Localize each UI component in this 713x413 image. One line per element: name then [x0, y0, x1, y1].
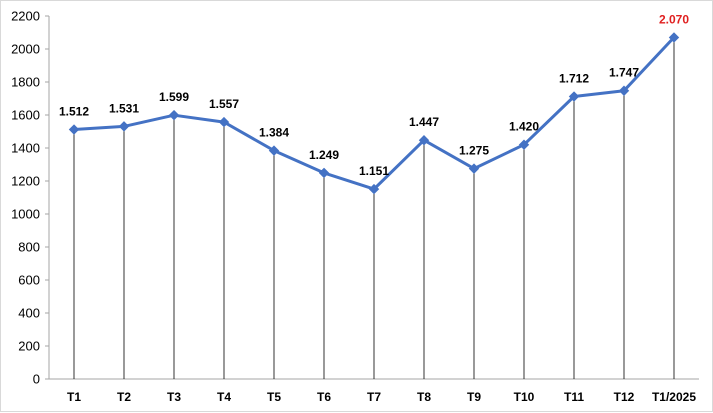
data-label: 1.747 [609, 66, 639, 80]
y-tick-label: 1400 [11, 141, 40, 156]
data-point-marker [668, 32, 680, 43]
x-tick-label: T3 [167, 390, 181, 404]
data-point-marker [318, 167, 330, 179]
x-tick-label: T5 [267, 390, 281, 404]
x-tick-label: T7 [367, 390, 381, 404]
y-tick-label: 1800 [11, 75, 40, 90]
data-label: 1.557 [209, 97, 239, 111]
data-label: 1.512 [59, 105, 89, 119]
data-point-marker [168, 109, 180, 121]
data-point-marker [518, 139, 530, 150]
x-tick-label: T1 [67, 390, 81, 404]
x-tick-label: T9 [467, 390, 481, 404]
data-point-marker [218, 116, 230, 128]
y-tick-label: 0 [33, 372, 40, 387]
data-label: 1.249 [309, 148, 339, 162]
x-tick-label: T6 [317, 390, 331, 404]
data-label: 1.151 [359, 164, 389, 178]
y-tick-label: 1200 [11, 174, 40, 189]
data-label: 1.384 [259, 126, 289, 140]
data-point-marker [368, 183, 380, 195]
data-point-marker [468, 163, 480, 174]
data-point-marker [118, 121, 130, 132]
data-label: 1.712 [559, 72, 589, 86]
data-label: 1.275 [459, 144, 489, 158]
data-point-marker [268, 145, 280, 156]
data-label: 1.420 [509, 120, 539, 134]
x-tick-label: T1/2025 [652, 390, 696, 404]
y-tick-label: 1000 [11, 207, 40, 222]
data-label-highlight: 2.070 [659, 12, 689, 26]
y-tick-label: 600 [18, 273, 40, 288]
x-tick-label: T11 [564, 390, 584, 404]
x-tick-label: T2 [117, 390, 131, 404]
data-label: 1.447 [409, 115, 439, 129]
x-tick-label: T12 [614, 390, 635, 404]
y-tick-label: 2200 [11, 9, 40, 24]
data-point-marker [68, 124, 80, 135]
data-point-marker [418, 135, 430, 146]
data-label: 1.599 [159, 90, 189, 104]
y-tick-label: 1600 [11, 108, 40, 123]
y-tick-label: 200 [18, 339, 40, 354]
data-point-marker [618, 85, 630, 96]
data-point-marker [568, 91, 580, 102]
y-tick-label: 800 [18, 240, 40, 255]
y-tick-label: 400 [18, 306, 40, 321]
data-label: 1.531 [109, 101, 139, 115]
x-tick-label: T4 [217, 390, 231, 404]
y-tick-label: 2000 [11, 42, 40, 57]
x-tick-label: T8 [417, 390, 431, 404]
x-tick-label: T10 [514, 390, 535, 404]
